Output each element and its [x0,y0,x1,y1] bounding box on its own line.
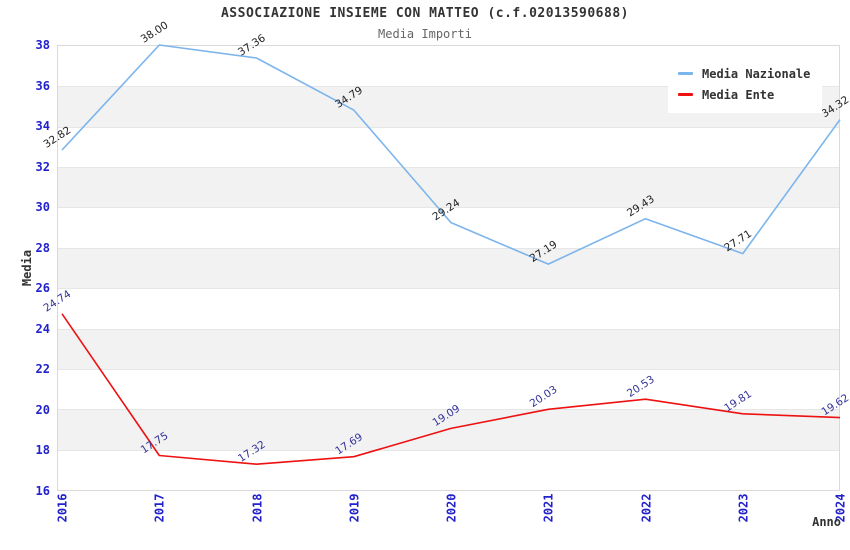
gridline [58,368,839,370]
y-tick-label: 28 [35,240,50,255]
x-tick-label: 2020 [444,493,459,523]
y-tick-label: 22 [35,362,50,377]
y-tick-label: 30 [35,200,50,215]
plot-band [58,207,839,248]
chart-title: ASSOCIAZIONE INSIEME CON MATTEO (c.f.020… [220,6,629,21]
y-tick-label: 18 [35,443,50,458]
legend-item-media-ente: Media Ente [678,84,810,105]
y-tick-label: 36 [35,78,50,93]
x-tick-label: 2017 [152,493,167,523]
gridline [58,207,839,209]
y-axis-title: Media [20,249,34,287]
x-tick-label: 2023 [736,493,751,523]
legend-label-media-nazionale: Media Nazionale [702,66,811,81]
gridline [58,247,839,249]
y-tick-label: 16 [35,484,50,498]
gridline [58,449,839,451]
y-tick-label: 32 [35,159,50,174]
gridline [58,409,839,411]
legend-line-swatch-red [678,93,693,96]
plot-band [58,167,839,208]
plot-band [58,288,839,329]
plot-band [58,449,839,490]
y-tick-label: 38 [35,38,50,52]
x-tick-label: 2019 [347,493,362,523]
y-tick-label: 24 [35,321,50,336]
y-tick-label: 34 [35,119,50,134]
gridline [58,126,839,128]
legend: Media Nazionale Media Ente [668,56,823,113]
x-tick-label: 2016 [55,493,70,523]
y-tick-label: 20 [35,402,50,417]
plot-band [58,368,839,410]
chart-subtitle: Media Importi [378,27,472,41]
y-tick-label: 26 [35,281,50,296]
gridline [58,167,839,169]
x-tick-label: 2022 [639,493,653,523]
plot-band [58,247,839,289]
plot-band [58,409,839,450]
gridline [58,328,839,330]
legend-line-swatch-blue [678,72,693,75]
legend-label-media-ente: Media Ente [702,87,775,102]
x-tick-label: 2018 [250,493,264,523]
plot-band [58,126,839,168]
x-tick-label: 2021 [541,493,556,523]
legend-item-media-nazionale: Media Nazionale [678,63,810,84]
x-axis-title: Anno [812,515,841,529]
gridline [58,288,839,290]
plot-band [58,328,839,369]
